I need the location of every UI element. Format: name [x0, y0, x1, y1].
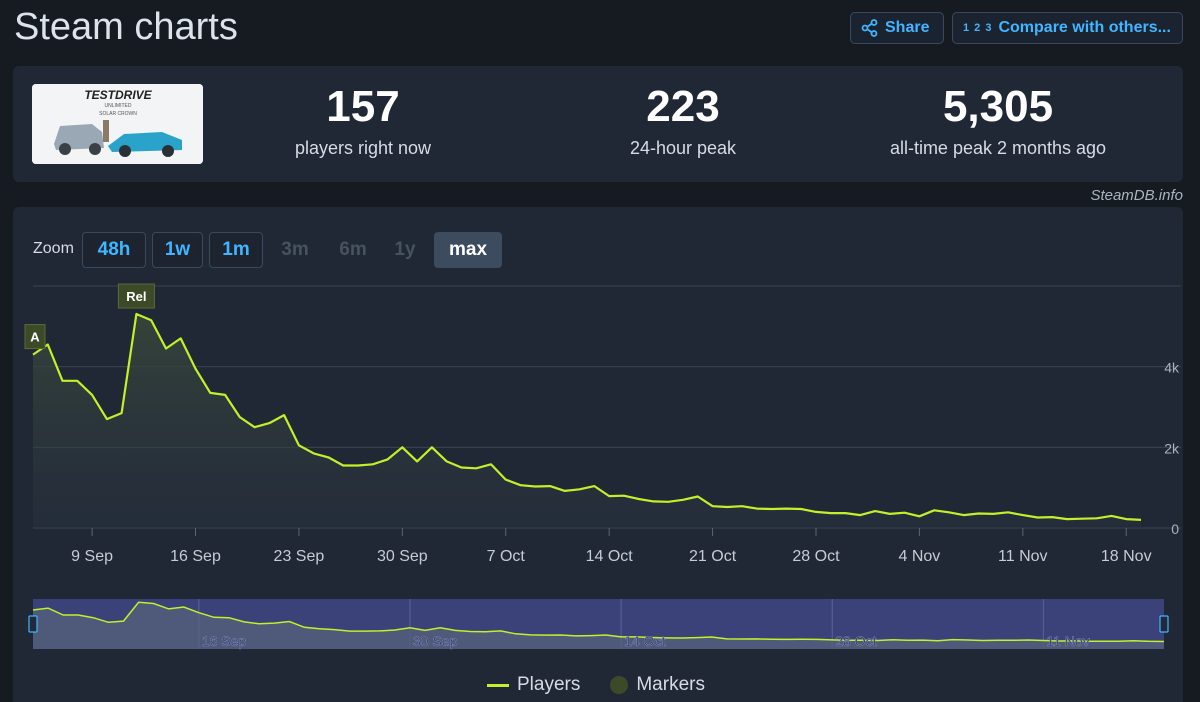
- game-logo-text: TESTDRIVE: [84, 88, 152, 102]
- zoom-max-button[interactable]: max: [434, 232, 502, 268]
- legend-players-swatch: [487, 683, 509, 687]
- event-marker-label: Rel: [126, 289, 146, 304]
- chart-panel: Zoom 48h 1w 1m 3m 6m 1y max 0 2k 4k 9 Sep 16…: [13, 207, 1183, 702]
- navigator-line: [32, 601, 1165, 643]
- stat-24h-peak: 223 24-hour peak: [603, 82, 763, 159]
- navigator-tick-label: 30 Sep: [413, 633, 458, 649]
- navigator-right-handle[interactable]: [1159, 615, 1169, 633]
- peak24-label: 24-hour peak: [629, 138, 737, 158]
- navigator-tick-label: 28 Oct: [835, 633, 876, 649]
- stat-players-now: 157 players right now: [263, 82, 463, 159]
- x-tick-label: 11 Nov: [998, 548, 1048, 565]
- stats-panel: TESTDRIVE UNLIMITED SOLAR CROWN 157 play…: [13, 66, 1183, 182]
- y-tick-label: 0: [1171, 521, 1179, 537]
- zoom-48h-button[interactable]: 48h: [82, 232, 146, 268]
- players-area: [33, 314, 1141, 528]
- share-button[interactable]: Share: [850, 12, 944, 44]
- compare-label: Compare with others...: [998, 19, 1171, 36]
- navigator-left-handle[interactable]: [28, 615, 38, 633]
- x-tick-label: 23 Sep: [274, 548, 325, 565]
- share-label: Share: [885, 19, 930, 36]
- x-tick-label: 21 Oct: [689, 548, 737, 565]
- zoom-6m-button: 6m: [339, 239, 367, 260]
- navigator-tick-label: 11 Nov: [1046, 633, 1089, 649]
- alltime-value: 5,305: [942, 82, 1054, 131]
- zoom-1w-button[interactable]: 1w: [152, 232, 203, 268]
- x-tick-label: 4 Nov: [899, 548, 941, 565]
- legend-players-label[interactable]: Players: [517, 674, 581, 695]
- event-marker: A: [24, 324, 46, 350]
- alltime-label: all-time peak 2 months ago: [889, 138, 1107, 158]
- steamdb-credit[interactable]: SteamDB.info: [1090, 187, 1183, 204]
- zoom-3m-button: 3m: [281, 239, 309, 260]
- players-chart[interactable]: 0 2k 4k 9 Sep 16 Sep 23 Sep 30 Sep 7 Oct 14 Oct 2…: [13, 207, 1183, 702]
- y-tick-label: 2k: [1164, 440, 1180, 456]
- compare-button[interactable]: 1 2 3 Compare with others...: [952, 12, 1183, 44]
- navigator-area: [33, 602, 1164, 649]
- navigator-tick-label: 16 Sep: [202, 633, 247, 649]
- x-tick-label: 14 Oct: [586, 548, 634, 565]
- navigator-tick-label: 14 Oct: [624, 633, 665, 649]
- x-tick-label: 16 Sep: [170, 548, 221, 565]
- players-now-value: 157: [326, 82, 400, 131]
- players-now-label: players right now: [294, 138, 432, 158]
- x-tick-label: 9 Sep: [71, 548, 113, 565]
- chart-legend: Players Markers: [487, 674, 705, 696]
- event-marker-flag: [24, 324, 46, 350]
- event-marker-flag: [117, 283, 155, 309]
- event-marker: Rel: [117, 283, 155, 309]
- event-marker-label: A: [30, 330, 40, 345]
- page-title: Steam charts: [14, 6, 238, 48]
- zoom-label: Zoom: [33, 240, 74, 257]
- compare-icon: 1 2 3: [963, 22, 993, 34]
- game-logo-sub: UNLIMITED: [105, 103, 132, 109]
- y-tick-label: 4k: [1164, 360, 1180, 376]
- x-tick-label: 7 Oct: [487, 548, 526, 565]
- x-tick-label: 30 Sep: [377, 548, 428, 565]
- zoom-1m-button[interactable]: 1m: [209, 232, 263, 268]
- x-tick-label: 28 Oct: [792, 548, 840, 565]
- players-line: [32, 312, 1142, 521]
- zoom-1y-button: 1y: [394, 239, 416, 260]
- game-logo-sub2: SOLAR CROWN: [99, 111, 137, 117]
- share-icon: [861, 19, 878, 37]
- peak24-value: 223: [646, 82, 720, 131]
- x-tick-label: 18 Nov: [1101, 548, 1152, 565]
- stat-alltime-peak: 5,305 all-time peak 2 months ago: [873, 82, 1123, 159]
- game-thumbnail: TESTDRIVE UNLIMITED SOLAR CROWN: [32, 84, 203, 164]
- legend-markers-swatch: [610, 676, 629, 694]
- legend-markers-label[interactable]: Markers: [636, 674, 705, 695]
